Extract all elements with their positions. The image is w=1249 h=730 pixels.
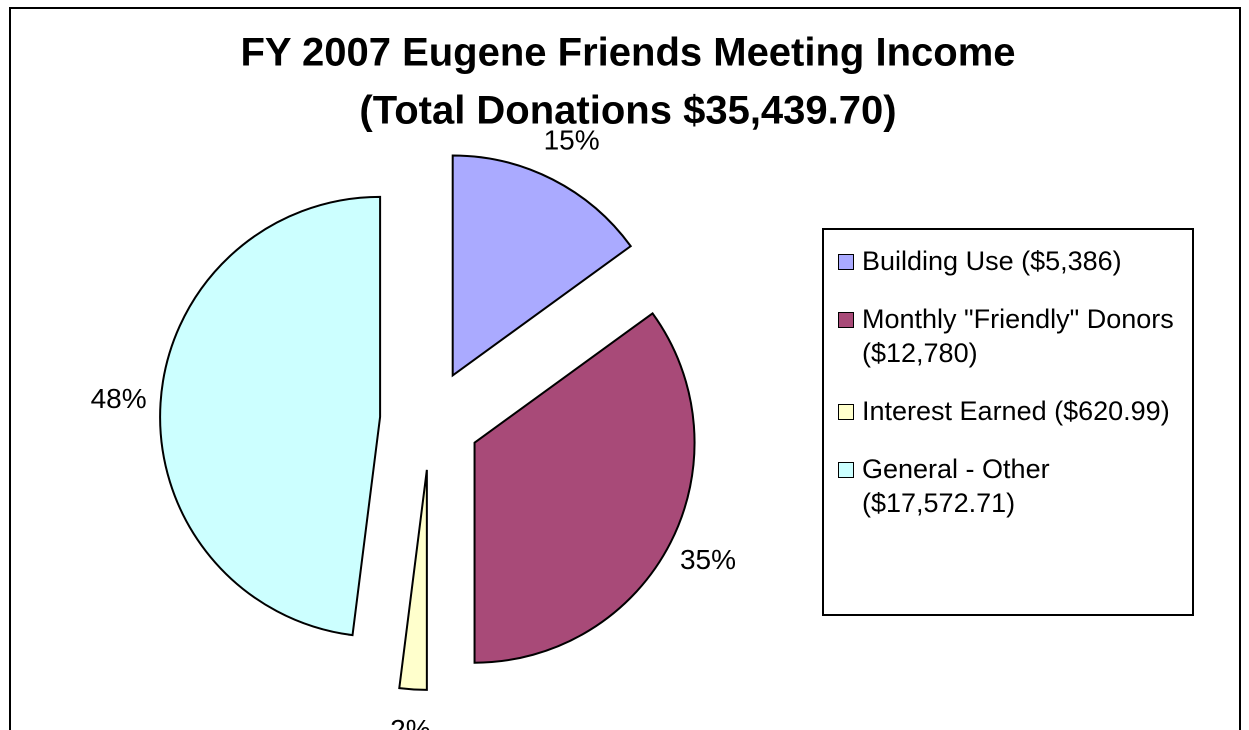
pie-slice <box>398 469 428 691</box>
legend-label: Interest Earned ($620.99) <box>862 396 1170 426</box>
legend-swatch <box>838 254 854 270</box>
data-label: 15% <box>544 124 600 155</box>
legend-item: General - Other ($17,572.71) <box>838 452 1184 520</box>
chart-title: FY 2007 Eugene Friends Meeting Income <box>240 31 1015 75</box>
legend-label: General - Other ($17,572.71) <box>862 454 1050 518</box>
legend-label: Monthly "Friendly" Donors ($12,780) <box>862 304 1174 368</box>
data-label: 2% <box>390 714 430 730</box>
legend: Building Use ($5,386) Monthly "Friendly" … <box>822 228 1194 616</box>
data-label: 35% <box>680 544 736 575</box>
legend-item: Building Use ($5,386) <box>838 244 1184 278</box>
chart-subtitle: (Total Donations $35,439.70) <box>359 89 896 133</box>
pie-slice <box>159 195 382 637</box>
legend-swatch <box>838 462 854 478</box>
legend-label: Building Use ($5,386) <box>862 246 1122 276</box>
legend-item: Interest Earned ($620.99) <box>838 394 1184 428</box>
pie-slice <box>473 311 696 664</box>
legend-item: Monthly "Friendly" Donors ($12,780) <box>838 302 1184 370</box>
legend-swatch <box>838 312 854 328</box>
data-label: 48% <box>91 383 147 414</box>
legend-swatch <box>838 404 854 420</box>
pie-slice <box>451 154 633 378</box>
